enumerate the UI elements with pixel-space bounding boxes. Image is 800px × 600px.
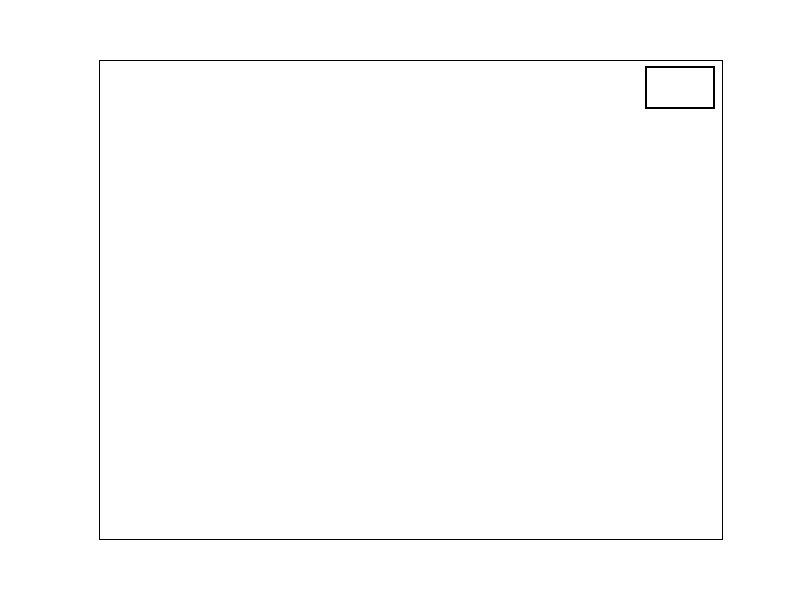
right-spine [722,60,723,540]
tp-color-swatch [654,75,677,84]
plot-area [99,60,723,540]
fp-color-swatch [654,91,677,100]
legend [645,66,715,109]
top-spine [99,60,723,61]
legend-item-tp [654,74,706,84]
y-axis-spine [99,60,100,540]
legend-item-fp [654,90,706,100]
x-axis-spine [99,539,723,540]
